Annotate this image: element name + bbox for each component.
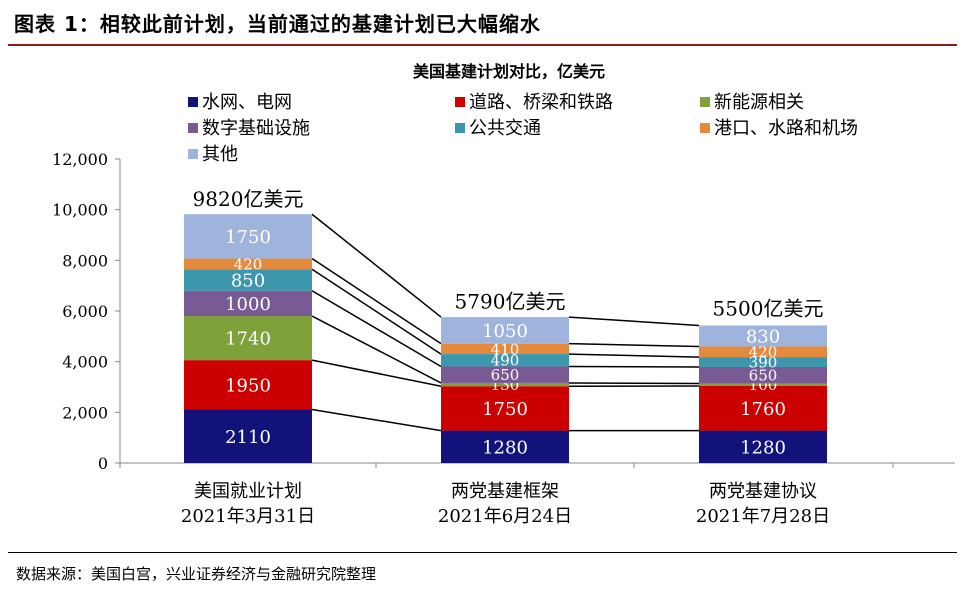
bar-segment-1-3	[441, 366, 569, 383]
bar-segment-2-0	[699, 430, 827, 463]
bar-segment-2-4	[699, 357, 827, 367]
chart-title: 美国基建计划对比，亿美元	[413, 62, 605, 81]
legend-label-1: 道路、桥梁和铁路	[469, 92, 613, 113]
data-label: 1050	[482, 321, 528, 342]
bar-segment-2-6	[699, 325, 827, 347]
bar-segment-0-4	[184, 269, 312, 291]
legend-swatch-0	[188, 97, 198, 107]
data-label: 1950	[225, 375, 271, 396]
data-label: 1280	[482, 437, 528, 458]
legend-label-4: 公共交通	[469, 118, 541, 139]
bar-segment-1-1	[441, 386, 569, 431]
legend-label-0: 水网、电网	[202, 92, 292, 113]
legend-label-3: 数字基础设施	[202, 118, 310, 139]
bar-segment-1-0	[441, 430, 569, 463]
data-label: 830	[746, 326, 780, 347]
category-date-label: 2021年7月28日	[696, 506, 830, 527]
bar-segment-2-3	[699, 366, 827, 384]
legend-swatch-4	[455, 123, 465, 133]
data-label: 1750	[225, 227, 271, 248]
connector-line	[311, 315, 442, 384]
data-label: 850	[231, 270, 265, 291]
data-label: 420	[749, 343, 778, 361]
bar-segment-1-4	[441, 354, 569, 367]
data-label: 650	[749, 367, 778, 385]
connector-line	[311, 359, 442, 387]
category-date-label: 2021年3月31日	[181, 506, 315, 527]
total-label: 5790亿美元	[455, 289, 566, 313]
data-label: 390	[749, 353, 778, 371]
legend-swatch-3	[188, 123, 198, 133]
connector-line	[311, 408, 442, 432]
category-label: 两党基建协议	[709, 481, 817, 502]
connector-line	[568, 353, 700, 358]
connector-line	[568, 365, 700, 368]
y-tick-label: 10,000	[52, 201, 108, 220]
category-label: 两党基建框架	[451, 481, 559, 502]
connector-line	[568, 316, 700, 327]
bar-segment-0-3	[184, 290, 312, 317]
figure-title: 图表 1：相较此前计划，当前通过的基建计划已大幅缩水	[14, 12, 541, 36]
category-label: 美国就业计划	[194, 481, 302, 502]
legend-swatch-6	[188, 149, 198, 159]
total-label: 9820亿美元	[193, 187, 304, 211]
bar-segment-1-2	[441, 382, 569, 387]
legend-label-5: 港口、水路和机场	[714, 118, 858, 139]
connector-line	[568, 382, 700, 385]
bar-segment-0-1	[184, 360, 312, 410]
connector-line	[311, 290, 442, 368]
legend-swatch-5	[700, 123, 710, 133]
bar-segment-0-5	[184, 258, 312, 270]
bar-segment-1-6	[441, 317, 569, 344]
connector-line	[568, 342, 700, 348]
legend-label-2: 新能源相关	[714, 92, 804, 113]
bar-segment-0-6	[184, 214, 312, 259]
legend-swatch-1	[455, 97, 465, 107]
bar-segment-0-0	[184, 409, 312, 463]
data-label: 410	[491, 340, 520, 358]
connector-line	[311, 213, 442, 318]
total-label: 5500亿美元	[713, 297, 824, 321]
category-date-label: 2021年6月24日	[438, 506, 572, 527]
y-tick-label: 0	[98, 454, 108, 473]
connector-line	[311, 257, 442, 345]
data-label: 1750	[482, 399, 528, 420]
bar-segment-2-2	[699, 383, 827, 386]
legend-label-6: 其他	[202, 144, 238, 165]
data-label: 1000	[225, 294, 271, 315]
data-label: 650	[491, 366, 520, 384]
bar-segment-1-5	[441, 343, 569, 355]
y-tick-label: 2,000	[62, 403, 108, 422]
bottom-rule	[8, 552, 957, 553]
source-note: 数据来源：美国白宫，兴业证券经济与金融研究院整理	[16, 565, 377, 583]
data-label: 1760	[740, 399, 786, 420]
y-tick-label: 4,000	[62, 353, 108, 372]
data-label: 1280	[740, 437, 786, 458]
bar-segment-2-5	[699, 346, 827, 358]
bar-segment-0-2	[184, 316, 312, 361]
y-tick-label: 6,000	[62, 302, 108, 321]
bar-segment-2-1	[699, 385, 827, 431]
data-label: 2110	[225, 427, 271, 448]
data-label: 420	[234, 255, 263, 273]
legend-swatch-2	[700, 97, 710, 107]
data-label: 490	[491, 352, 520, 370]
y-tick-label: 8,000	[62, 251, 108, 270]
connector-line	[311, 268, 442, 355]
y-tick-label: 12,000	[52, 150, 108, 169]
top-rule	[8, 44, 957, 46]
data-label: 1740	[225, 329, 271, 350]
